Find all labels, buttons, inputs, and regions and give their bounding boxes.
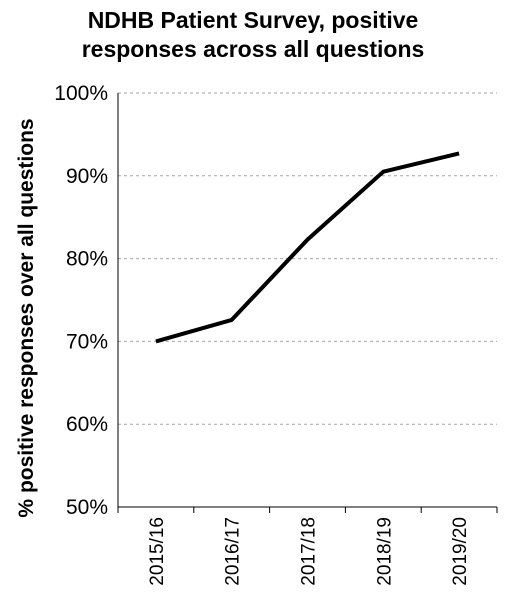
x-tick-label: 2017/18 xyxy=(299,517,320,586)
x-tick-label: 2019/20 xyxy=(450,517,471,586)
chart-title-line-1: NDHB Patient Survey, positive xyxy=(87,7,419,33)
x-tick-labels: 2015/16 2016/17 2017/18 2018/19 2019/20 xyxy=(147,517,471,586)
y-tick-labels: 50% 60% 70% 80% 90% 100% xyxy=(54,82,108,519)
x-tick-label: 2018/19 xyxy=(374,517,395,586)
y-tick-label: 100% xyxy=(54,82,108,105)
gridlines xyxy=(118,92,497,425)
x-tick-label: 2015/16 xyxy=(147,517,168,586)
axes xyxy=(117,93,498,513)
y-tick-label: 80% xyxy=(66,248,108,271)
y-tick-label: 90% xyxy=(66,165,108,188)
y-tick-label: 50% xyxy=(66,496,108,519)
y-tick-label: 70% xyxy=(66,330,108,353)
y-tick-label: 60% xyxy=(66,413,108,436)
chart-title: NDHB Patient Survey, positive responses … xyxy=(0,6,506,64)
y-axis-title: % positive responses over all questions xyxy=(15,118,38,517)
x-tick-label: 2016/17 xyxy=(223,517,244,586)
chart-title-line-2: responses across all questions xyxy=(81,36,425,62)
series-line xyxy=(155,151,460,344)
series xyxy=(155,151,460,344)
